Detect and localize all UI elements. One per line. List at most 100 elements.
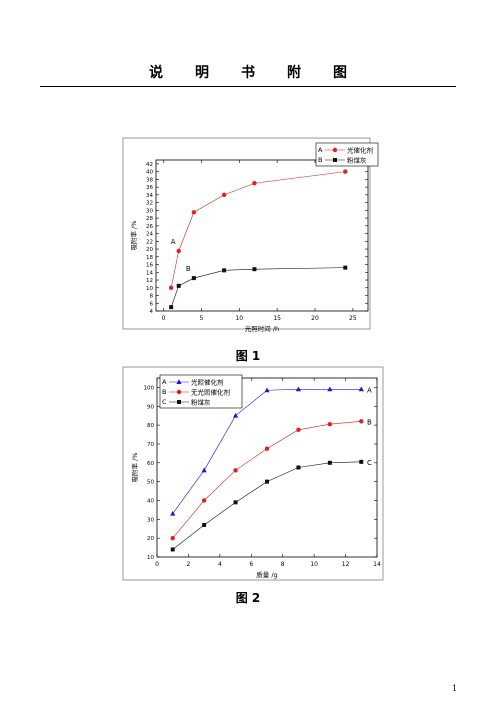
y-tick-label: 24 <box>146 232 153 238</box>
series-C: C <box>170 459 372 552</box>
legend-marker <box>332 147 338 153</box>
series-A: A <box>168 169 348 290</box>
y-axis-label: 吸附率 /% <box>129 221 138 251</box>
y-tick-label: 70 <box>147 442 154 448</box>
data-point <box>327 460 332 465</box>
data-point <box>265 479 269 484</box>
y-tick-label: 80 <box>147 423 154 429</box>
series-A: A <box>170 386 372 516</box>
y-tick-label: 34 <box>146 193 153 199</box>
y-tick-label: 12 <box>146 278 153 284</box>
figure-2-caption: 图 2 <box>235 591 261 605</box>
data-point <box>343 265 348 270</box>
data-point <box>264 446 270 451</box>
y-tick-label: 22 <box>146 239 153 245</box>
y-tick-label: 10 <box>147 555 154 561</box>
y-tick-label: 42 <box>146 162 153 168</box>
data-point <box>202 522 207 527</box>
x-tick-label: 10 <box>310 561 318 568</box>
y-tick-label: 38 <box>146 177 153 183</box>
legend-label: 光照催化剂 <box>191 378 224 387</box>
y-tick-label: 20 <box>146 247 153 253</box>
data-point <box>201 467 207 473</box>
legend-label: 无光照催化剂 <box>191 388 230 397</box>
data-point <box>168 285 174 290</box>
data-point <box>327 386 333 392</box>
y-tick-label: 16 <box>146 263 153 269</box>
y-tick-label: 32 <box>146 201 153 207</box>
data-point <box>221 192 227 198</box>
data-point <box>358 386 364 392</box>
legend-label: 光催化剂 <box>347 146 373 155</box>
data-point <box>295 386 302 392</box>
data-point <box>176 283 181 288</box>
x-tick-label: 2 <box>187 561 191 568</box>
series-line <box>170 171 346 288</box>
series-letter-label: A <box>367 386 372 394</box>
x-tick-label: 25 <box>349 315 357 322</box>
y-tick-label: 6 <box>150 301 154 307</box>
y-tick-label: 18 <box>146 255 153 261</box>
y-tick-label: 8 <box>150 294 154 300</box>
y-tick-label: 40 <box>146 170 153 176</box>
x-tick-label: 15 <box>273 315 281 322</box>
data-point <box>176 248 181 254</box>
series-letter-label: B <box>186 265 191 273</box>
x-tick-label: 14 <box>373 561 381 568</box>
x-tick-label: 10 <box>235 315 243 322</box>
data-point <box>264 387 270 393</box>
y-tick-label: 14 <box>146 270 153 276</box>
data-point <box>169 305 174 310</box>
legend-letter: B <box>162 388 166 396</box>
x-axis-label: 质量 /g <box>256 570 277 579</box>
plot-area <box>156 377 378 558</box>
series-line <box>170 267 346 308</box>
y-tick-label: 30 <box>147 517 154 523</box>
header-char: 说 <box>149 65 163 81</box>
header-char: 图 <box>333 65 347 81</box>
data-point <box>191 276 196 281</box>
header-char: 明 <box>195 65 209 81</box>
y-tick-label: 10 <box>146 286 153 292</box>
x-tick-label: 0 <box>162 315 166 322</box>
page-header-title: 说明书附图 <box>0 62 496 82</box>
x-tick-label: 8 <box>281 561 285 568</box>
plot-area <box>155 159 369 312</box>
legend-marker <box>177 400 181 404</box>
y-tick-label: 36 <box>146 185 153 191</box>
data-point <box>296 427 301 433</box>
y-tick-label: 26 <box>146 224 153 230</box>
legend-label: 粉煤灰 <box>191 398 211 407</box>
legend-letter: A <box>318 146 323 154</box>
y-tick-label: 60 <box>147 461 154 467</box>
data-point <box>252 181 257 186</box>
figure-frame <box>122 137 371 330</box>
legend-letter: A <box>162 378 167 386</box>
legend-letter: B <box>318 156 322 164</box>
legend-letter: C <box>162 398 167 406</box>
x-tick-label: 0 <box>155 561 159 568</box>
header-char: 书 <box>241 65 255 81</box>
x-axis-label: 光照时间 /h <box>245 324 279 333</box>
series-letter-label: A <box>171 238 176 246</box>
header-rule <box>40 86 456 87</box>
x-tick-label: 4 <box>218 561 222 568</box>
legend-marker <box>176 379 182 384</box>
data-point <box>232 412 239 418</box>
data-point <box>233 500 238 505</box>
y-tick-label: 30 <box>146 208 153 214</box>
y-tick-label: 50 <box>147 480 154 486</box>
legend-label: 粉煤灰 <box>347 156 367 165</box>
x-tick-label: 20 <box>311 315 319 322</box>
header-char: 附 <box>287 65 301 81</box>
y-tick-label: 4 <box>150 309 154 315</box>
y-tick-label: 90 <box>147 404 154 410</box>
data-point <box>327 421 333 427</box>
data-point <box>170 510 176 516</box>
data-point <box>222 268 227 273</box>
legend-box <box>159 374 243 409</box>
series-B: B <box>169 265 348 310</box>
y-tick-label: 28 <box>146 216 153 222</box>
